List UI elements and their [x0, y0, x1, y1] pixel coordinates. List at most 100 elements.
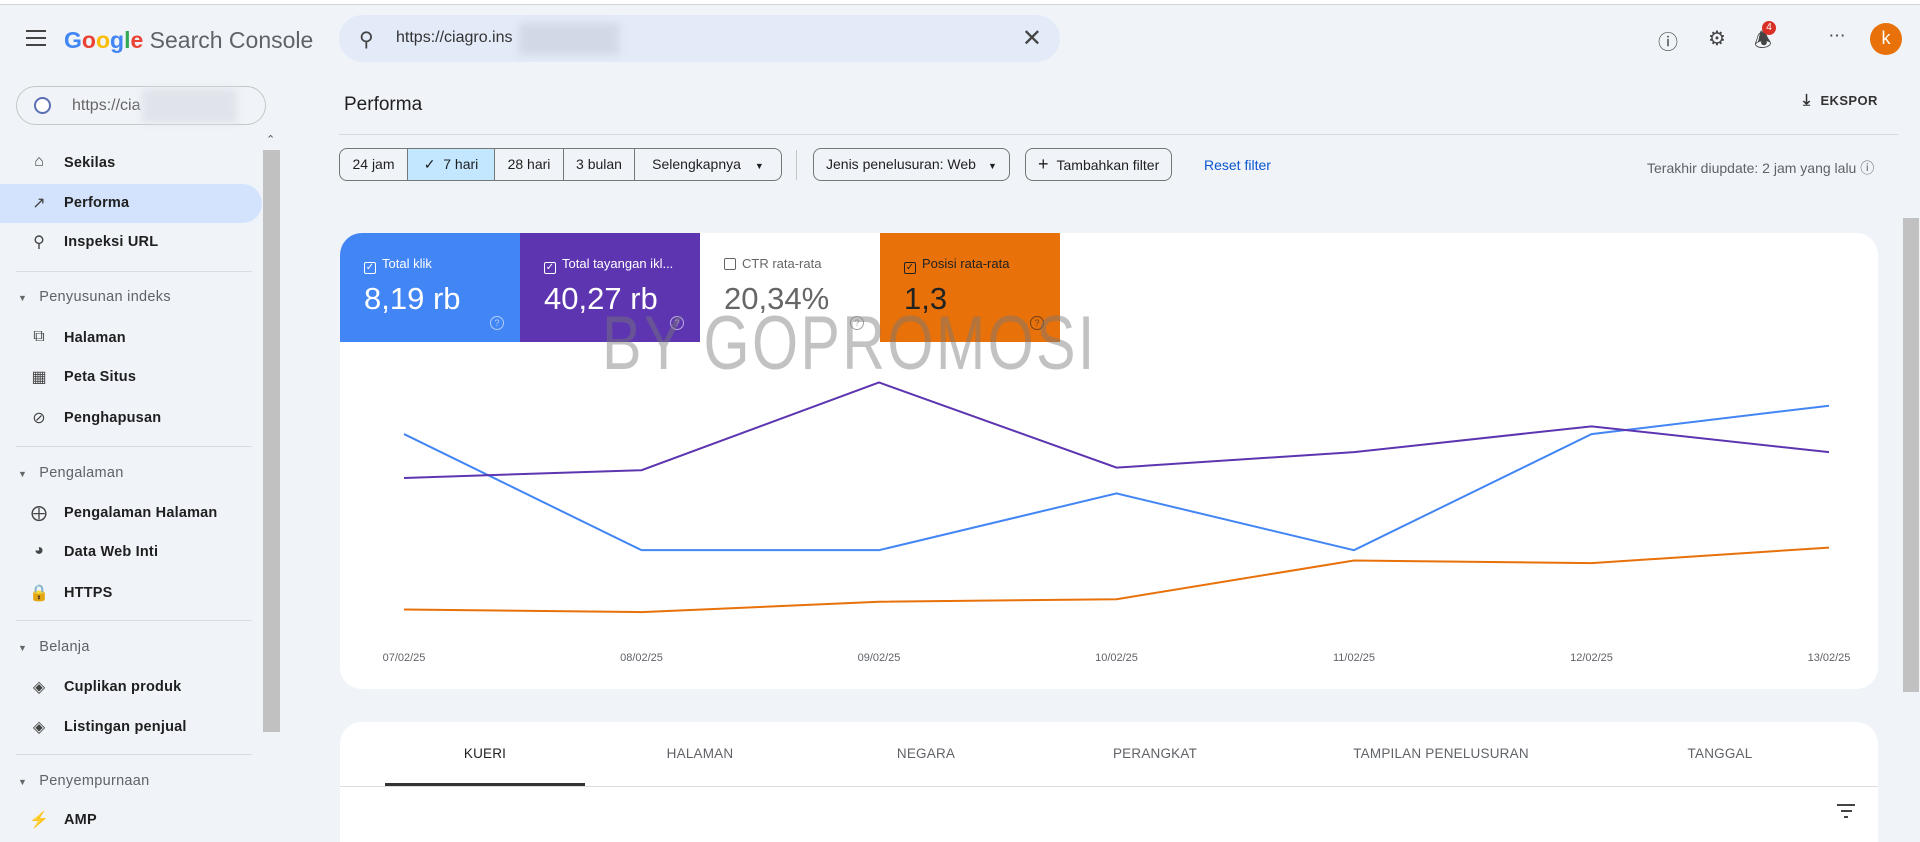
metric-total-tayangan[interactable]: ✓ Total tayangan ikl... 40,27 rb ? [520, 233, 700, 342]
section-penyempurnaan[interactable]: ▼ Penyempurnaan [18, 773, 150, 789]
range-3-bulan[interactable]: 3 bulan [564, 149, 635, 180]
x-tick-label: 09/02/25 [858, 652, 901, 664]
browser-strip [0, 0, 1920, 5]
metric-label: ✓ Posisi rata-rata [904, 256, 1009, 274]
divider [16, 754, 252, 755]
tab-tanggal[interactable]: TANGGAL [1687, 746, 1753, 761]
tab-kueri[interactable]: KUERI [463, 746, 507, 761]
tab-halaman[interactable]: HALAMAN [666, 746, 734, 761]
help-icon[interactable]: ⓘ [1860, 160, 1875, 176]
reset-filter-link[interactable]: Reset filter [1204, 157, 1271, 173]
checkbox-unchecked-icon[interactable] [724, 258, 736, 270]
sidebar-item-label: Listingan penjual [64, 719, 187, 735]
menu-icon[interactable] [26, 30, 46, 46]
home-icon: ⌂ [34, 153, 44, 170]
check-icon: ✓ [423, 156, 444, 172]
section-title: Penyempurnaan [39, 773, 150, 789]
range-7-hari[interactable]: ✓ 7 hari [408, 149, 495, 180]
close-icon[interactable]: ✕ [1021, 25, 1042, 52]
checkbox-checked-icon[interactable]: ✓ [544, 262, 556, 274]
last-updated: Terakhir diupdate: 2 jam yang lalu ⓘ [1647, 158, 1874, 178]
last-updated-text: Terakhir diupdate: 2 jam yang lalu [1647, 160, 1857, 176]
filter-list-icon[interactable] [1837, 804, 1855, 822]
range-24-jam[interactable]: 24 jam [340, 149, 408, 180]
section-penyusunan-indeks[interactable]: ▼ Penyusunan indeks [18, 289, 171, 305]
sidebar-item-halaman[interactable]: ⧉ Halaman [0, 319, 262, 358]
google-logo: Google [64, 27, 144, 53]
sidebar-item-sekilas[interactable]: ⌂ Sekilas [0, 144, 262, 183]
scroll-up-icon[interactable]: ⌃ [266, 134, 276, 146]
caret-down-icon: ▼ [18, 293, 28, 303]
help-icon[interactable]: ⓘ [1658, 32, 1678, 54]
main-scrollbar-thumb[interactable] [1903, 218, 1919, 692]
help-icon[interactable]: ? [850, 316, 864, 330]
metric-value: 20,34% [724, 281, 830, 316]
search-type-dropdown[interactable]: Jenis penelusuran: Web ▼ [813, 148, 1010, 181]
sidebar-item-cuplikan-produk[interactable]: ◈ Cuplikan produk [0, 668, 262, 707]
tab-tampilan-penelusuran[interactable]: TAMPILAN PENELUSURAN [1353, 746, 1529, 761]
logo[interactable]: Google Search Console [64, 27, 313, 54]
trending-up-icon: ↗ [32, 195, 46, 212]
sidebar-item-amp[interactable]: ⚡ AMP [0, 801, 262, 840]
section-title: Belanja [39, 639, 90, 655]
search-bar[interactable]: ⚲ https://ciagro.ins ✕ [339, 15, 1060, 62]
series-line-0 [403, 404, 1830, 552]
help-icon[interactable]: ? [1030, 316, 1044, 330]
lock-icon: 🔒 [29, 585, 49, 602]
metric-label-text: Posisi rata-rata [922, 256, 1010, 271]
sidebar-item-data-web-inti[interactable]: ◕ Data Web Inti [0, 533, 262, 572]
sidebar-item-peta-situs[interactable]: ▦ Peta Situs [0, 358, 262, 397]
x-tick-label: 11/02/25 [1333, 652, 1375, 664]
search-icon: ⚲ [359, 29, 374, 51]
metric-posisi[interactable]: ✓ Posisi rata-rata 1,3 ? [880, 233, 1060, 342]
tab-negara[interactable]: NEGARA [896, 746, 956, 761]
tab-perangkat[interactable]: PERANGKAT [1112, 746, 1198, 761]
layers-icon: ◈ [32, 679, 46, 696]
active-tab-indicator [385, 783, 585, 786]
export-label: EKSPOR [1820, 93, 1878, 108]
bell-icon[interactable]: 🕭 [1754, 30, 1772, 52]
metric-ctr[interactable]: CTR rata-rata 20,34% ? [700, 233, 880, 342]
caret-down-icon: ▼ [18, 469, 28, 479]
divider [796, 150, 797, 180]
sidebar-item-pengalaman-halaman[interactable]: ⨁ Pengalaman Halaman [0, 494, 262, 533]
admin-settings-icon[interactable]: ⚙ [1708, 28, 1726, 50]
search-input[interactable]: https://ciagro.ins [396, 29, 513, 46]
x-tick-label: 13/02/25 [1808, 652, 1851, 664]
property-selector[interactable]: https://cia [16, 86, 266, 125]
export-button[interactable]: ⤓ EKSPOR [1803, 92, 1878, 110]
range-28-hari[interactable]: 28 hari [495, 149, 564, 180]
range-more-dropdown[interactable]: Selengkapnya ▼ [635, 149, 781, 180]
sidebar-item-performa[interactable]: ↗ Performa [0, 184, 262, 223]
caret-down-icon: ▼ [18, 643, 28, 653]
apps-icon[interactable]: ⋯ [1828, 26, 1846, 45]
dimension-tabs: KUERI HALAMAN NEGARA PERANGKAT TAMPILAN … [340, 722, 1878, 842]
metric-total-klik[interactable]: ✓ Total klik 8,19 rb ? [340, 233, 520, 342]
help-icon[interactable]: ? [490, 316, 504, 330]
sidebar-item-https[interactable]: 🔒 HTTPS [0, 574, 262, 613]
add-filter-button[interactable]: + Tambahkan filter [1025, 148, 1173, 181]
x-tick-label: 10/02/25 [1095, 652, 1138, 664]
checkbox-checked-icon[interactable]: ✓ [904, 262, 916, 274]
date-range-selector[interactable]: 24 jam ✓ 7 hari 28 hari 3 bulan Selengka… [339, 148, 782, 181]
globe-icon [34, 97, 51, 114]
x-tick-label: 08/02/25 [620, 652, 663, 664]
caret-down-icon: ▼ [18, 777, 28, 787]
search-icon: ⚲ [33, 234, 45, 251]
sidebar-item-inspeksi-url[interactable]: ⚲ Inspeksi URL [0, 223, 262, 262]
sitemap-icon: ▦ [31, 369, 47, 386]
series-line-2 [403, 546, 1830, 614]
divider [16, 620, 252, 621]
section-belanja[interactable]: ▼ Belanja [18, 639, 90, 655]
sidebar-item-label: Pengalaman Halaman [64, 505, 218, 521]
sidebar-scrollbar-thumb[interactable] [263, 150, 280, 732]
sidebar-item-listingan-penjual[interactable]: ◈ Listingan penjual [0, 708, 262, 747]
help-icon[interactable]: ? [670, 316, 684, 330]
section-pengalaman[interactable]: ▼ Pengalaman [18, 465, 124, 481]
metric-label: ✓ Total klik [364, 256, 432, 274]
checkbox-checked-icon[interactable]: ✓ [364, 262, 376, 274]
page-title: Performa [344, 94, 423, 115]
avatar[interactable]: k [1870, 23, 1902, 55]
sidebar-item-label: Penghapusan [64, 410, 162, 426]
sidebar-item-penghapusan[interactable]: ⊘ Penghapusan [0, 399, 262, 438]
